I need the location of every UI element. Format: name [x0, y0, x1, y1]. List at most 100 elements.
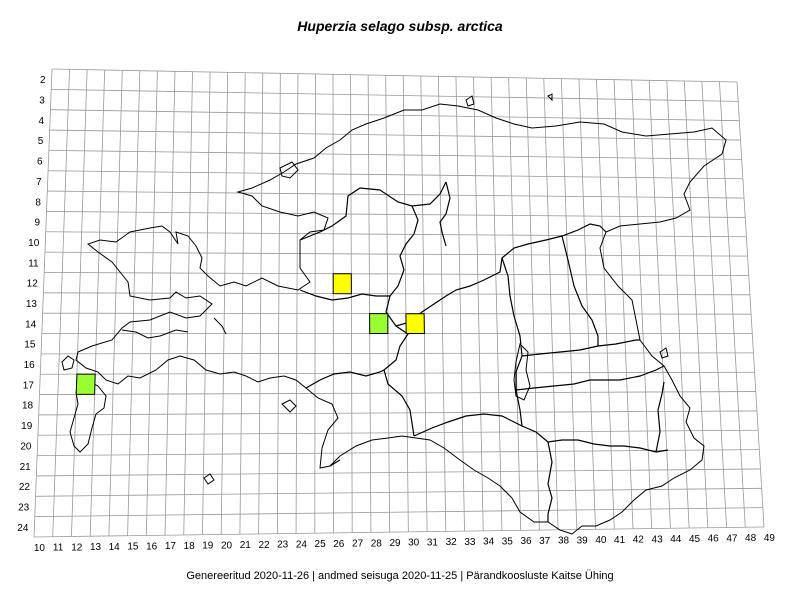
grid-line-horizontal — [34, 507, 763, 518]
x-axis-label: 26 — [333, 539, 345, 550]
grid-line-horizontal — [41, 352, 754, 355]
county-borders — [299, 181, 669, 522]
grid-line-vertical — [525, 77, 540, 531]
grid-line-horizontal — [48, 149, 742, 160]
x-axis-label: 47 — [726, 533, 738, 544]
y-axis-label: 22 — [19, 482, 31, 493]
x-axis-label: 45 — [689, 534, 701, 545]
grid-line-horizontal — [40, 371, 755, 375]
grid-line-horizontal — [50, 109, 740, 122]
x-axis-label: 43 — [652, 534, 664, 545]
grid-line-vertical — [683, 80, 709, 528]
y-axis-label: 3 — [39, 96, 45, 107]
x-axis-label: 29 — [389, 538, 401, 549]
grid-line-horizontal — [37, 429, 759, 436]
record-square — [75, 373, 96, 395]
y-axis-label: 14 — [25, 319, 37, 330]
grid-line-vertical — [220, 72, 229, 535]
grid-line-vertical — [295, 73, 299, 534]
x-axis-label: 27 — [352, 539, 364, 550]
grid-line-vertical — [164, 71, 176, 536]
country-outline — [61, 103, 727, 535]
x-axis-label: 39 — [577, 535, 589, 546]
y-axis-label: 23 — [18, 503, 30, 514]
y-axis-label: 7 — [36, 177, 42, 188]
x-axis-label: 44 — [670, 534, 682, 545]
grid-line-vertical — [666, 80, 690, 529]
grid-line-vertical — [276, 73, 281, 534]
grid-line-vertical — [89, 69, 106, 537]
x-axis-label: 46 — [708, 534, 720, 545]
record-square — [405, 313, 425, 334]
y-axis-label: 6 — [37, 157, 43, 168]
x-axis-label: 48 — [745, 533, 757, 544]
y-axis-label: 16 — [24, 360, 36, 371]
grid-line-horizontal — [51, 68, 738, 83]
grid-line-horizontal — [49, 129, 741, 141]
y-axis-label: 12 — [27, 279, 39, 290]
y-axis-label: 10 — [28, 238, 40, 249]
y-axis-label: 21 — [20, 462, 32, 473]
grid-line-vertical — [183, 71, 193, 535]
x-axis-label: 24 — [296, 539, 308, 550]
grid-line-horizontal — [45, 231, 747, 238]
x-axis-label: 28 — [371, 538, 383, 549]
grid-line-vertical — [473, 76, 484, 531]
grid-line-horizontal — [39, 391, 756, 395]
y-axis-label: 5 — [38, 136, 44, 147]
grid-line-vertical — [350, 74, 353, 533]
x-axis-label: 17 — [165, 541, 177, 552]
x-axis-label: 49 — [764, 533, 776, 544]
y-axis-label: 8 — [35, 197, 41, 208]
y-axis-label: 17 — [23, 380, 35, 391]
grid-line-vertical — [578, 78, 596, 530]
y-axis-label: 19 — [21, 421, 33, 432]
x-axis-label: 40 — [595, 535, 607, 546]
y-axis-label: 18 — [22, 401, 34, 412]
x-axis-label: 11 — [53, 543, 64, 554]
y-axis-label: 4 — [38, 116, 44, 127]
x-axis-label: 23 — [277, 540, 289, 551]
grid-line-horizontal — [51, 88, 739, 102]
x-axis-label: 21 — [240, 540, 252, 551]
x-axis-label: 37 — [539, 536, 551, 547]
x-axis-label: 22 — [258, 540, 270, 551]
grid-line-vertical — [52, 69, 70, 537]
x-axis-label: 19 — [202, 541, 214, 552]
x-axis-label: 42 — [633, 535, 645, 546]
grid-line-vertical — [33, 68, 53, 538]
y-axis-label: 11 — [28, 258, 39, 269]
x-axis-labels: 10 11 12 13 14 15 16 17 18 19 20 21 22 23 24 25 26 27 28 29… — [34, 533, 776, 554]
x-axis-label: 30 — [408, 538, 420, 549]
grid-line-vertical — [402, 75, 409, 532]
grid-line-vertical — [145, 70, 158, 536]
x-axis-label: 32 — [446, 537, 458, 548]
map-title: Huperzia selago subsp. arctica — [297, 18, 503, 34]
grid-line-vertical — [455, 76, 465, 532]
footer-text: Genereeritud 2020-11-26 | andmed seisuga… — [186, 570, 614, 582]
record-square — [332, 273, 352, 295]
grid-line-horizontal — [35, 487, 762, 497]
y-axis-label: 15 — [24, 340, 36, 351]
x-axis-label: 18 — [184, 541, 196, 552]
x-axis-label: 20 — [221, 540, 233, 551]
x-axis-label: 13 — [90, 542, 102, 553]
y-axis-label: 9 — [35, 218, 41, 229]
grid-line-vertical — [631, 79, 653, 529]
grid-line-horizontal — [43, 292, 750, 296]
grid-line-horizontal — [44, 272, 749, 276]
grid-line-horizontal — [37, 449, 760, 457]
grid-line-vertical — [596, 79, 615, 530]
grid-line-vertical — [314, 73, 316, 534]
grid-line-vertical — [258, 72, 264, 534]
x-axis-label: 14 — [109, 542, 121, 553]
grid-line-vertical — [648, 80, 671, 529]
y-axis-label: 24 — [17, 523, 29, 534]
grid-line-vertical — [560, 78, 578, 530]
grid-line-horizontal — [46, 211, 746, 218]
x-axis-label: 41 — [614, 535, 626, 546]
grid-line-vertical — [438, 76, 447, 532]
grid-line-vertical — [420, 75, 428, 532]
